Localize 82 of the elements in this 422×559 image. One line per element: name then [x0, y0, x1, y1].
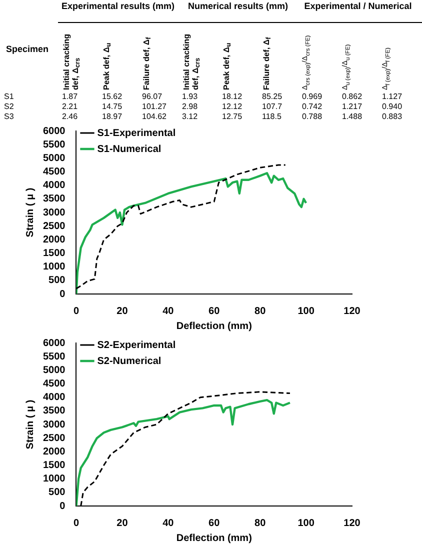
y-tick-label: 4500	[42, 166, 66, 178]
x-tick-label: 80	[254, 306, 266, 317]
text: 3.12	[182, 112, 198, 121]
y-axis-title: Strain ( μ )	[24, 400, 36, 450]
text: 1.127	[382, 92, 402, 101]
x-tick-label: 120	[344, 306, 361, 317]
text: 15.62	[102, 92, 122, 101]
text: 14.75	[102, 102, 122, 111]
text: 0.883	[382, 112, 402, 121]
y-tick-label: 500	[48, 487, 66, 498]
text: 85.25	[262, 92, 282, 101]
text: 0.969	[302, 92, 322, 101]
y-tick-label: 0	[60, 288, 66, 300]
text: Numerical results (mm)	[186, 1, 290, 11]
text: 1.488	[342, 112, 362, 121]
y-tick-label: 6000	[42, 126, 66, 137]
text: 1.93	[182, 92, 198, 101]
y-tick-label: 3500	[42, 194, 66, 205]
x-tick-label: 0	[73, 306, 80, 317]
y-tick-label: 1000	[42, 474, 66, 485]
y-tick-label: 2000	[42, 446, 66, 458]
text: 2.21	[62, 102, 78, 111]
y-tick-label: 5500	[42, 139, 66, 150]
text: Specimen	[6, 44, 49, 54]
y-tick-label: 6000	[42, 338, 66, 349]
text: 12.75	[222, 112, 242, 121]
y-tick-label: 2500	[42, 432, 66, 444]
x-tick-label: 60	[208, 306, 220, 317]
y-tick-label: 5500	[42, 351, 66, 362]
text: 1.217	[342, 102, 362, 111]
text: 101.27	[142, 102, 166, 111]
text: Experimental / Numerical	[303, 1, 413, 11]
legend-label: S2-Numerical	[97, 356, 162, 367]
legend-label: S1-Experimental	[97, 128, 176, 139]
x-tick-label: 40	[162, 518, 174, 529]
text: 12.12	[222, 102, 242, 111]
text: 107.7	[262, 102, 282, 111]
text: 0.742	[302, 102, 322, 111]
text: 0.940	[382, 102, 402, 111]
text: 96.07	[142, 92, 162, 101]
x-tick-label: 20	[116, 306, 128, 317]
text: 104.62	[142, 112, 166, 121]
text: 0.862	[342, 92, 362, 101]
text: Experimental results (mm)	[60, 1, 176, 11]
y-tick-label: 1000	[42, 262, 66, 273]
x-tick-label: 0	[73, 518, 80, 529]
x-tick-label: 100	[298, 306, 315, 317]
text: 18.97	[102, 112, 122, 121]
y-tick-label: 4500	[42, 378, 66, 390]
y-tick-label: 3000	[42, 419, 66, 430]
x-axis-title: Deflection (mm)	[176, 532, 252, 544]
category-label: S1	[4, 92, 14, 101]
x-tick-label: 20	[116, 518, 128, 529]
y-axis-title: Strain ( μ )	[24, 188, 36, 238]
text: 118.5	[262, 112, 282, 121]
legend-label: S2-Experimental	[97, 340, 176, 351]
y-tick-label: 1500	[42, 248, 66, 259]
category-label: S3	[4, 112, 14, 121]
x-tick-label: 40	[162, 306, 174, 317]
text: 2.46	[62, 112, 78, 121]
y-tick-label: 3000	[42, 207, 66, 218]
y-tick-label: 2500	[42, 220, 66, 232]
text: 18.12	[222, 92, 242, 101]
x-tick-label: 80	[254, 518, 266, 529]
text: 2.98	[182, 102, 198, 111]
y-tick-label: 5000	[42, 152, 66, 164]
x-tick-label: 120	[344, 518, 361, 529]
y-tick-label: 500	[48, 275, 66, 286]
x-tick-label: 60	[208, 518, 220, 529]
y-tick-label: 5000	[42, 364, 66, 376]
y-tick-label: 1500	[42, 460, 66, 471]
text: 0.788	[302, 112, 322, 121]
y-tick-label: 4000	[42, 180, 66, 192]
y-tick-label: 2000	[42, 234, 66, 246]
x-axis-title: Deflection (mm)	[176, 320, 252, 332]
legend-label: S1-Numerical	[97, 144, 162, 155]
y-tick-label: 4000	[42, 392, 66, 404]
text: 1.87	[62, 92, 78, 101]
category-label: S2	[4, 102, 14, 111]
y-tick-label: 3500	[42, 406, 66, 417]
y-tick-label: 0	[60, 500, 66, 512]
x-tick-label: 100	[298, 518, 315, 529]
